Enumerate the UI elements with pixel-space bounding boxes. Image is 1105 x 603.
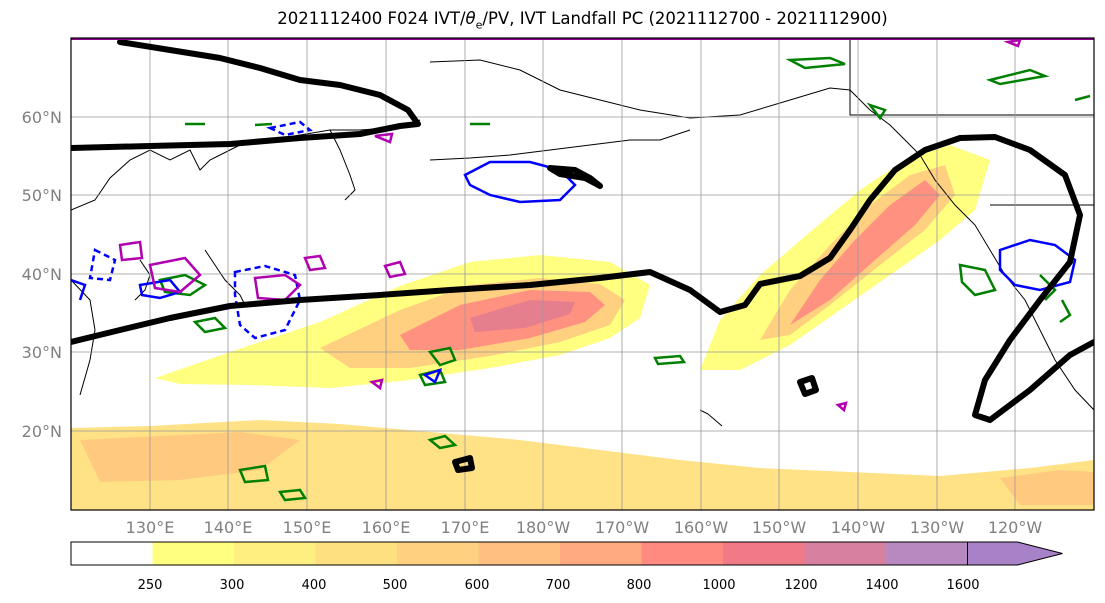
landfall-pc-closed-1 bbox=[797, 375, 819, 397]
map-frame bbox=[70, 37, 1095, 511]
colorbar-tick-label: 400 bbox=[302, 578, 327, 593]
map-panel bbox=[71, 38, 1094, 510]
colorbar-frame bbox=[70, 541, 968, 566]
lat-label: 20°N bbox=[22, 422, 62, 441]
latitude-labels: 60°N 50°N 40°N 30°N 20°N bbox=[22, 108, 62, 441]
lat-label: 50°N bbox=[22, 186, 62, 205]
coast-kamchatka bbox=[329, 129, 356, 201]
colorbar-segment bbox=[886, 542, 968, 565]
lon-label: 170°W bbox=[595, 518, 650, 537]
colorbar-tick-label: 300 bbox=[220, 578, 245, 593]
colorbar-segment bbox=[560, 542, 642, 565]
coast-alaska bbox=[429, 59, 906, 141]
lat-label: 40°N bbox=[22, 265, 62, 284]
colorbar-segment bbox=[152, 542, 235, 565]
colorbar-tick-label: 1200 bbox=[784, 578, 817, 593]
colorbar bbox=[70, 541, 1063, 566]
colorbar-extend-arrow bbox=[967, 541, 1063, 566]
coast-aleutians bbox=[429, 129, 691, 161]
colorbar-segment bbox=[397, 542, 479, 565]
pv-negative-contours bbox=[118, 38, 1022, 413]
lat-label: 30°N bbox=[22, 343, 62, 362]
landfall-pc-closed-2 bbox=[452, 455, 475, 473]
colorbar-segment bbox=[641, 542, 724, 565]
colorbar-tick-label: 250 bbox=[138, 578, 163, 593]
colorbar-labels: 250 300 400 500 600 700 800 1000 1200 14… bbox=[138, 578, 980, 593]
lon-label: 150°E bbox=[283, 518, 332, 537]
lon-label: 170°E bbox=[441, 518, 490, 537]
lon-label: 120°W bbox=[988, 518, 1043, 537]
theta-e-contours bbox=[158, 56, 1091, 502]
colorbar-segment bbox=[71, 542, 153, 565]
ivt-band-south-east bbox=[1000, 470, 1094, 505]
lon-label: 140°W bbox=[831, 518, 886, 537]
pv-contours bbox=[71, 120, 1077, 384]
coast-asia bbox=[71, 119, 421, 211]
coast-hawaii bbox=[699, 409, 723, 427]
lon-label: 160°E bbox=[362, 518, 411, 537]
colorbar-segment bbox=[315, 542, 398, 565]
colorbar-tick-label: 800 bbox=[627, 578, 652, 593]
colorbar-segment bbox=[804, 542, 887, 565]
colorbar-tick-label: 600 bbox=[465, 578, 490, 593]
landfall-pc-main bbox=[71, 134, 1094, 423]
colorbar-tick-label: 1400 bbox=[865, 578, 898, 593]
ivt-ar-west-peak bbox=[470, 300, 575, 332]
lon-label: 140°E bbox=[204, 518, 253, 537]
colorbar-tick-label: 1600 bbox=[946, 578, 979, 593]
colorbar-tick-label: 700 bbox=[546, 578, 571, 593]
border-alaska bbox=[849, 38, 1094, 116]
colorbar-tick-label: 500 bbox=[383, 578, 408, 593]
lon-label: 130°E bbox=[126, 518, 175, 537]
landfall-pc-bering bbox=[547, 165, 603, 189]
coast-china bbox=[71, 279, 96, 396]
lon-label: 130°W bbox=[910, 518, 965, 537]
landfall-pc-north bbox=[71, 39, 421, 151]
lon-label: 150°W bbox=[752, 518, 807, 537]
colorbar-tick-label: 1000 bbox=[702, 578, 735, 593]
map-title: 2021112400 F024 IVT/θe/PV, IVT Landfall … bbox=[277, 9, 888, 32]
longitude-labels: 130°E 140°E 150°E 160°E 170°E 180°W 170°… bbox=[126, 518, 1043, 537]
landfall-pc-contours bbox=[71, 39, 1094, 473]
lat-label: 60°N bbox=[22, 108, 62, 127]
ivt-band-south bbox=[71, 420, 1094, 510]
colorbar-segment bbox=[478, 542, 561, 565]
lon-label: 180°W bbox=[516, 518, 571, 537]
lon-label: 160°W bbox=[674, 518, 729, 537]
colorbar-segment bbox=[234, 542, 316, 565]
ivt-shading bbox=[71, 145, 1094, 510]
ivt-ar-east-core bbox=[790, 180, 940, 325]
coast-japan bbox=[204, 249, 246, 306]
colorbar-segment bbox=[723, 542, 805, 565]
graticule bbox=[71, 38, 1094, 510]
